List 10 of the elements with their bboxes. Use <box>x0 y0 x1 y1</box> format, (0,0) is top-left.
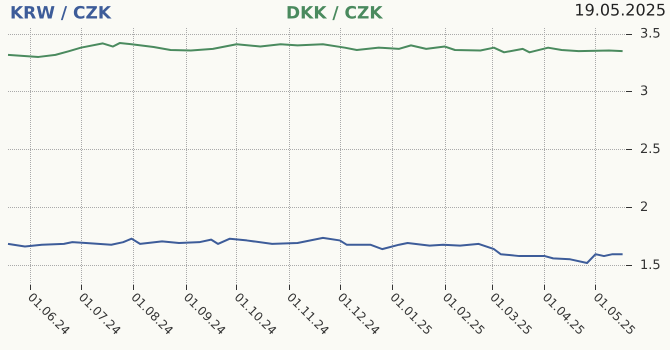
y-tick-label: 2.5 <box>640 142 661 158</box>
text: KRW / CZK <box>10 4 112 24</box>
y-tick-label: 3 <box>640 84 648 100</box>
y-tick-label: 1.5 <box>640 258 661 273</box>
y-tick-label: 3.5 <box>640 26 661 42</box>
text: 19.05.2025 <box>574 0 666 20</box>
y-tick-label: 2 <box>640 200 648 215</box>
series-label: DKK / CZK <box>286 4 384 24</box>
line-series <box>7 236 624 264</box>
line-series <box>7 42 624 58</box>
